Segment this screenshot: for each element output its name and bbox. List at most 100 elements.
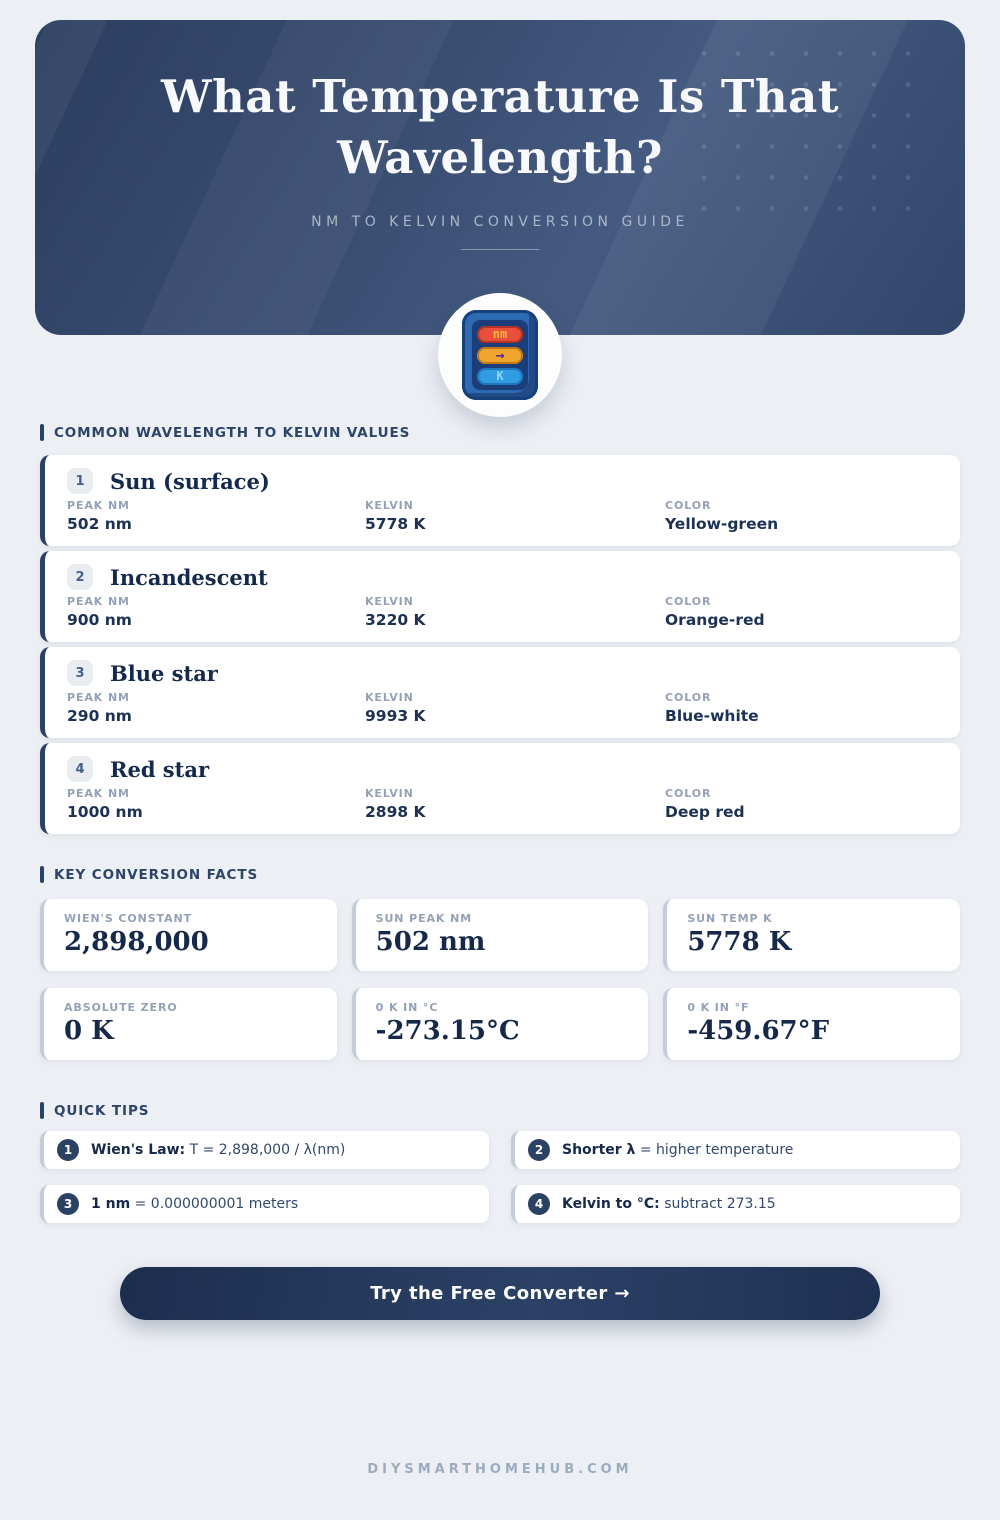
- section-accent-bar: [40, 866, 44, 883]
- facts-grid: WIEN'S CONSTANT 2,898,000 SUN PEAK NM 50…: [40, 899, 960, 1060]
- section-title: KEY CONVERSION FACTS: [54, 866, 259, 883]
- nm-pill-icon: nm: [477, 325, 523, 343]
- fact-label: SUN TEMP K: [687, 912, 773, 925]
- tip-card-wiens-law: 1 Wien's Law: T = 2,898,000 / λ(nm): [40, 1131, 489, 1169]
- color-value: Orange-red: [665, 611, 765, 629]
- peak-nm-label: PEAK NM: [67, 691, 130, 704]
- fact-card-sun-temp-k: SUN TEMP K 5778 K: [663, 899, 960, 971]
- kelvin-label: KELVIN: [365, 595, 414, 608]
- peak-nm-label: PEAK NM: [67, 787, 130, 800]
- card-head: 1 Sun (surface): [45, 455, 960, 494]
- fact-value: -459.67°F: [687, 1016, 830, 1046]
- nm-to-kelvin-converter-icon: nm → K: [462, 310, 538, 400]
- fact-card-sun-peak-nm: SUN PEAK NM 502 nm: [351, 899, 649, 971]
- card-head: 2 Incandescent: [45, 551, 960, 590]
- arrow-icon: →: [477, 345, 523, 364]
- wavelength-name: Incandescent: [110, 564, 268, 590]
- kelvin-pill-icon: K: [477, 367, 523, 385]
- fact-card-wiens-constant: WIEN'S CONSTANT 2,898,000: [40, 899, 337, 971]
- wavelength-card-blue-star: 3 Blue star PEAK NM 290 nm KELVIN 9993 K C…: [40, 647, 960, 738]
- kelvin-value: 9993 K: [365, 707, 426, 725]
- color-label: COLOR: [665, 787, 712, 800]
- peak-nm-value: 502 nm: [67, 515, 132, 533]
- tip-number-badge: 2: [528, 1139, 550, 1161]
- kelvin-value: 2898 K: [365, 803, 426, 821]
- kelvin-label: KELVIN: [365, 787, 414, 800]
- section-title: COMMON WAVELENGTH TO KELVIN VALUES: [54, 424, 411, 441]
- color-label: COLOR: [665, 595, 712, 608]
- tip-rest: = 0.000000001 meters: [134, 1196, 299, 1212]
- color-value: Blue-white: [665, 707, 759, 725]
- fact-card-zero-k-fahrenheit: 0 K IN °F -459.67°F: [663, 988, 960, 1060]
- fact-value: 2,898,000: [64, 927, 209, 957]
- card-columns: PEAK NM 900 nm KELVIN 3220 K COLOR Orange-r…: [45, 595, 960, 629]
- tip-number-badge: 4: [528, 1193, 550, 1215]
- kelvin-label: KELVIN: [365, 499, 414, 512]
- arrow-glyph: →: [495, 345, 505, 364]
- fact-value: 0 K: [64, 1016, 114, 1046]
- tip-rest: = higher temperature: [639, 1142, 794, 1158]
- main-content: COMMON WAVELENGTH TO KELVIN VALUES 1 Sun…: [40, 424, 960, 1477]
- converter-badge: nm → K: [438, 293, 562, 417]
- tip-text: Wien's Law: T = 2,898,000 / λ(nm): [91, 1142, 345, 1158]
- rank-badge: 4: [67, 756, 93, 782]
- tip-text: Kelvin to °C: subtract 273.15: [562, 1196, 776, 1212]
- page-subtitle: NM TO KELVIN CONVERSION GUIDE: [311, 214, 689, 230]
- converter-screen: nm → K: [472, 320, 528, 390]
- peak-nm-value: 290 nm: [67, 707, 132, 725]
- wavelength-name: Sun (surface): [110, 468, 270, 494]
- fact-label: SUN PEAK NM: [375, 912, 473, 925]
- section-accent-bar: [40, 424, 44, 441]
- color-label: COLOR: [665, 499, 712, 512]
- rank-badge: 2: [67, 564, 93, 590]
- color-value: Yellow-green: [665, 515, 779, 533]
- tip-bold: Wien's Law:: [91, 1142, 186, 1158]
- section-header-tips: QUICK TIPS: [40, 1102, 960, 1119]
- cta-button[interactable]: Try the Free Converter →: [120, 1267, 880, 1320]
- wavelength-card-red-star: 4 Red star PEAK NM 1000 nm KELVIN 2898 K C…: [40, 743, 960, 834]
- tip-number-badge: 1: [57, 1139, 79, 1161]
- hero-header: What Temperature Is That Wavelength? NM …: [35, 20, 965, 335]
- dot-grid-decoration: [687, 38, 937, 213]
- tip-card-nm-meters: 3 1 nm = 0.000000001 meters: [40, 1185, 489, 1223]
- page-title-line1: What Temperature Is That: [160, 70, 840, 123]
- tip-rest: subtract 273.15: [664, 1196, 776, 1212]
- fact-value: 502 nm: [375, 927, 486, 957]
- fact-card-zero-k-celsius: 0 K IN °C -273.15°C: [351, 988, 649, 1060]
- fact-value: 5778 K: [687, 927, 792, 957]
- kelvin-value: 3220 K: [365, 611, 426, 629]
- card-columns: PEAK NM 1000 nm KELVIN 2898 K COLOR Deep re…: [45, 787, 960, 821]
- fact-label: ABSOLUTE ZERO: [64, 1001, 178, 1014]
- color-label: COLOR: [665, 691, 712, 704]
- fact-label: WIEN'S CONSTANT: [64, 912, 192, 925]
- kelvin-pill-label: K: [496, 369, 504, 383]
- wavelength-card-sun: 1 Sun (surface) PEAK NM 502 nm KELVIN 5778…: [40, 455, 960, 546]
- wavelength-name: Red star: [110, 756, 210, 782]
- card-columns: PEAK NM 290 nm KELVIN 9993 K COLOR Blue-whi…: [45, 691, 960, 725]
- tip-text: 1 nm = 0.000000001 meters: [91, 1196, 298, 1212]
- wavelength-card-incandescent: 2 Incandescent PEAK NM 900 nm KELVIN 3220 …: [40, 551, 960, 642]
- tip-card-kelvin-celsius: 4 Kelvin to °C: subtract 273.15: [511, 1185, 960, 1223]
- tip-card-shorter-lambda: 2 Shorter λ = higher temperature: [511, 1131, 960, 1169]
- peak-nm-label: PEAK NM: [67, 595, 130, 608]
- section-header-wavelengths: COMMON WAVELENGTH TO KELVIN VALUES: [40, 424, 960, 441]
- page-title-line2: Wavelength?: [337, 131, 663, 184]
- subtitle-divider: [461, 249, 539, 250]
- kelvin-label: KELVIN: [365, 691, 414, 704]
- fact-label: 0 K IN °F: [687, 1001, 750, 1014]
- peak-nm-label: PEAK NM: [67, 499, 130, 512]
- fact-value: -273.15°C: [375, 1016, 520, 1046]
- fact-label: 0 K IN °C: [375, 1001, 439, 1014]
- section-title: QUICK TIPS: [54, 1102, 150, 1119]
- site-footer: DIYSMARTHOMEHUB.COM: [367, 1462, 633, 1477]
- nm-pill-label: nm: [492, 327, 508, 341]
- rank-badge: 3: [67, 660, 93, 686]
- tip-rest: T = 2,898,000 / λ(nm): [189, 1142, 346, 1158]
- tip-bold: Kelvin to °C:: [562, 1196, 660, 1212]
- fact-card-absolute-zero: ABSOLUTE ZERO 0 K: [40, 988, 337, 1060]
- card-head: 3 Blue star: [45, 647, 960, 686]
- card-columns: PEAK NM 502 nm KELVIN 5778 K COLOR Yellow-g…: [45, 499, 960, 533]
- section-accent-bar: [40, 1102, 44, 1119]
- section-header-facts: KEY CONVERSION FACTS: [40, 866, 960, 883]
- tip-bold: Shorter λ: [562, 1142, 636, 1158]
